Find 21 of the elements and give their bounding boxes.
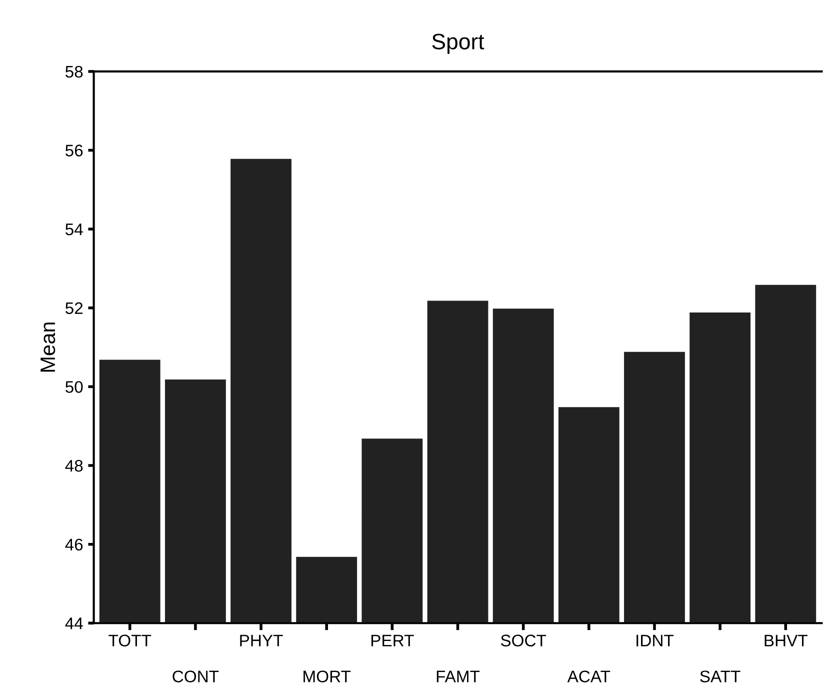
x-tick-label: BHVT bbox=[764, 634, 808, 646]
x-tick-label: MORT bbox=[304, 670, 351, 682]
y-axis-title: Mean bbox=[40, 322, 56, 372]
x-tick-label: ACAT bbox=[567, 670, 610, 682]
y-tick-label: 56 bbox=[66, 144, 83, 156]
y-tick-label: 48 bbox=[65, 460, 83, 472]
chart-title: Sport bbox=[432, 34, 484, 54]
x-tick-label: SATT bbox=[700, 670, 740, 682]
x-tick-label: CONT bbox=[172, 670, 219, 682]
y-tick-label: 52 bbox=[66, 302, 83, 314]
y-tick-label: 44 bbox=[65, 618, 83, 630]
x-tick-label: PERT bbox=[371, 634, 414, 646]
x-tick-label: TOTT bbox=[108, 634, 152, 646]
y-tick-label: 54 bbox=[66, 224, 83, 236]
y-tick-label: 46 bbox=[65, 538, 83, 551]
y-tick-label: 50 bbox=[66, 381, 83, 393]
x-tick-label: FAMT bbox=[436, 670, 480, 682]
x-tick-label: IDNT bbox=[636, 634, 674, 646]
x-tick-label: SOCT bbox=[500, 634, 546, 646]
y-tick-label: 58 bbox=[66, 66, 83, 78]
x-tick-label: PHYT bbox=[240, 634, 283, 646]
